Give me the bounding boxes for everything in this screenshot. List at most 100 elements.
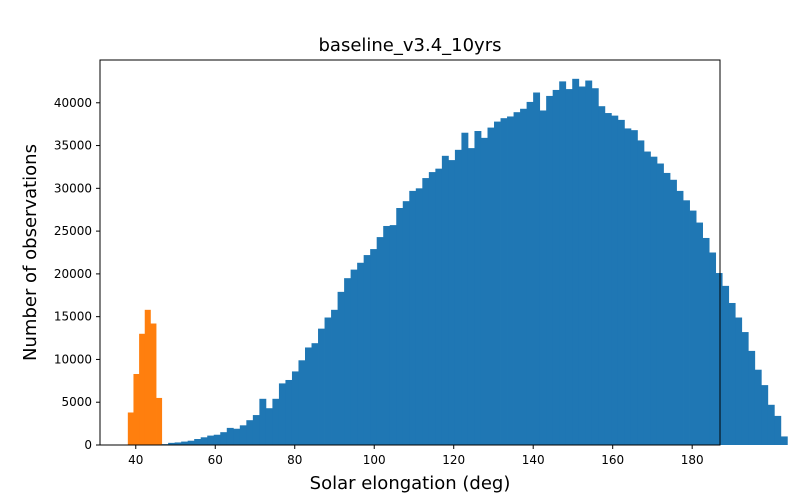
histogram-bar xyxy=(454,149,462,445)
histogram-bar xyxy=(663,172,671,445)
histogram-bar xyxy=(494,121,501,445)
histogram-bar xyxy=(144,309,151,445)
bars-group xyxy=(127,78,788,446)
histogram-bar xyxy=(552,89,560,445)
histogram-bar xyxy=(467,148,475,445)
histogram-bar xyxy=(696,222,703,445)
histogram-bar xyxy=(533,92,541,445)
histogram-bar xyxy=(689,210,697,445)
histogram-bar xyxy=(265,408,273,445)
histogram-bar xyxy=(526,101,534,446)
histogram-bar xyxy=(285,379,293,445)
histogram-bar xyxy=(415,188,423,445)
histogram-bar xyxy=(233,428,241,445)
histogram-bar xyxy=(598,106,606,445)
histogram-bar xyxy=(507,116,514,445)
histogram-bar xyxy=(422,178,430,445)
histogram-bar xyxy=(761,385,769,445)
histogram-bar xyxy=(611,115,619,446)
x-tick-label: 120 xyxy=(442,453,465,467)
x-tick-label: 180 xyxy=(681,453,704,467)
histogram-bar xyxy=(585,80,593,445)
histogram-bar xyxy=(676,190,684,445)
y-axis-label: Number of observations xyxy=(20,144,41,361)
histogram-bar xyxy=(728,302,736,445)
histogram-bar xyxy=(200,437,208,445)
histogram-bar xyxy=(409,190,417,445)
x-tick-label: 100 xyxy=(363,453,386,467)
histogram-bar xyxy=(168,442,176,445)
histogram-bar xyxy=(311,343,319,445)
histogram-bar xyxy=(181,441,189,445)
histogram-bar xyxy=(350,269,358,445)
histogram-bar xyxy=(670,179,677,445)
histogram-bar xyxy=(298,360,306,445)
histogram-bar xyxy=(474,131,482,445)
chart-title: baseline_v3.4_10yrs xyxy=(318,35,501,56)
histogram-bar xyxy=(376,237,384,445)
histogram-bar xyxy=(709,252,717,445)
y-tick-label: 10000 xyxy=(54,352,92,366)
y-tick-label: 15000 xyxy=(54,310,92,324)
histogram-bar xyxy=(156,397,163,445)
y-tick-label: 35000 xyxy=(54,139,92,153)
histogram-bar xyxy=(617,119,625,445)
x-tick-label: 140 xyxy=(522,453,545,467)
histogram-bar xyxy=(513,112,521,445)
histogram-bar xyxy=(239,425,247,445)
histogram-bar xyxy=(702,237,710,445)
histogram-bar xyxy=(780,436,788,445)
histogram-bar xyxy=(363,255,371,445)
histogram-bar xyxy=(402,201,410,445)
histogram-bar xyxy=(741,332,749,445)
histogram-bar xyxy=(252,415,260,445)
histogram-bar xyxy=(150,323,157,445)
histogram-bar xyxy=(220,432,228,445)
y-tick-label: 20000 xyxy=(54,267,92,281)
histogram-bar xyxy=(487,127,495,445)
histogram-bar xyxy=(630,130,638,445)
x-tick-label: 160 xyxy=(601,453,624,467)
x-tick-label: 60 xyxy=(208,453,223,467)
histogram-bar xyxy=(370,249,378,445)
histogram-bar xyxy=(133,373,140,445)
histogram-bar xyxy=(656,163,664,445)
histogram-bar xyxy=(383,225,391,445)
histogram-bar xyxy=(305,347,312,445)
histogram-bar xyxy=(604,113,612,445)
histogram-bar xyxy=(127,412,134,445)
histogram-bar xyxy=(643,151,651,446)
histogram-bar xyxy=(357,262,365,445)
x-axis-label: Solar elongation (deg) xyxy=(310,473,511,494)
histogram-bar xyxy=(748,350,756,445)
histogram-bar xyxy=(246,420,254,445)
plot-frame xyxy=(99,59,721,446)
histogram-bar xyxy=(435,168,443,445)
histogram-bar xyxy=(428,172,436,445)
histogram-bar xyxy=(578,86,586,446)
histogram-bar xyxy=(139,333,146,445)
histogram-bar xyxy=(337,291,345,445)
histogram-bar xyxy=(331,309,338,445)
histogram-bar xyxy=(272,398,280,445)
histogram-bar xyxy=(500,118,508,446)
histogram-bar xyxy=(480,137,488,446)
histogram-bar xyxy=(539,110,547,445)
histogram-bar xyxy=(318,328,325,445)
x-tick-label: 80 xyxy=(287,453,302,467)
histogram-bar xyxy=(591,88,599,445)
histogram-bar xyxy=(441,155,449,445)
histogram-bar xyxy=(344,278,352,445)
histogram-bar xyxy=(722,285,730,445)
histogram-bar xyxy=(278,383,286,445)
x-tick-label: 40 xyxy=(128,453,143,467)
histogram-bar xyxy=(546,95,554,446)
histogram-bar xyxy=(559,81,567,445)
histogram-bar xyxy=(187,440,195,445)
histogram-bar xyxy=(715,273,723,445)
histogram-bar xyxy=(767,404,775,445)
histogram-bar xyxy=(637,140,645,446)
y-tick-label: 0 xyxy=(84,438,92,452)
histogram-bar xyxy=(226,427,234,445)
